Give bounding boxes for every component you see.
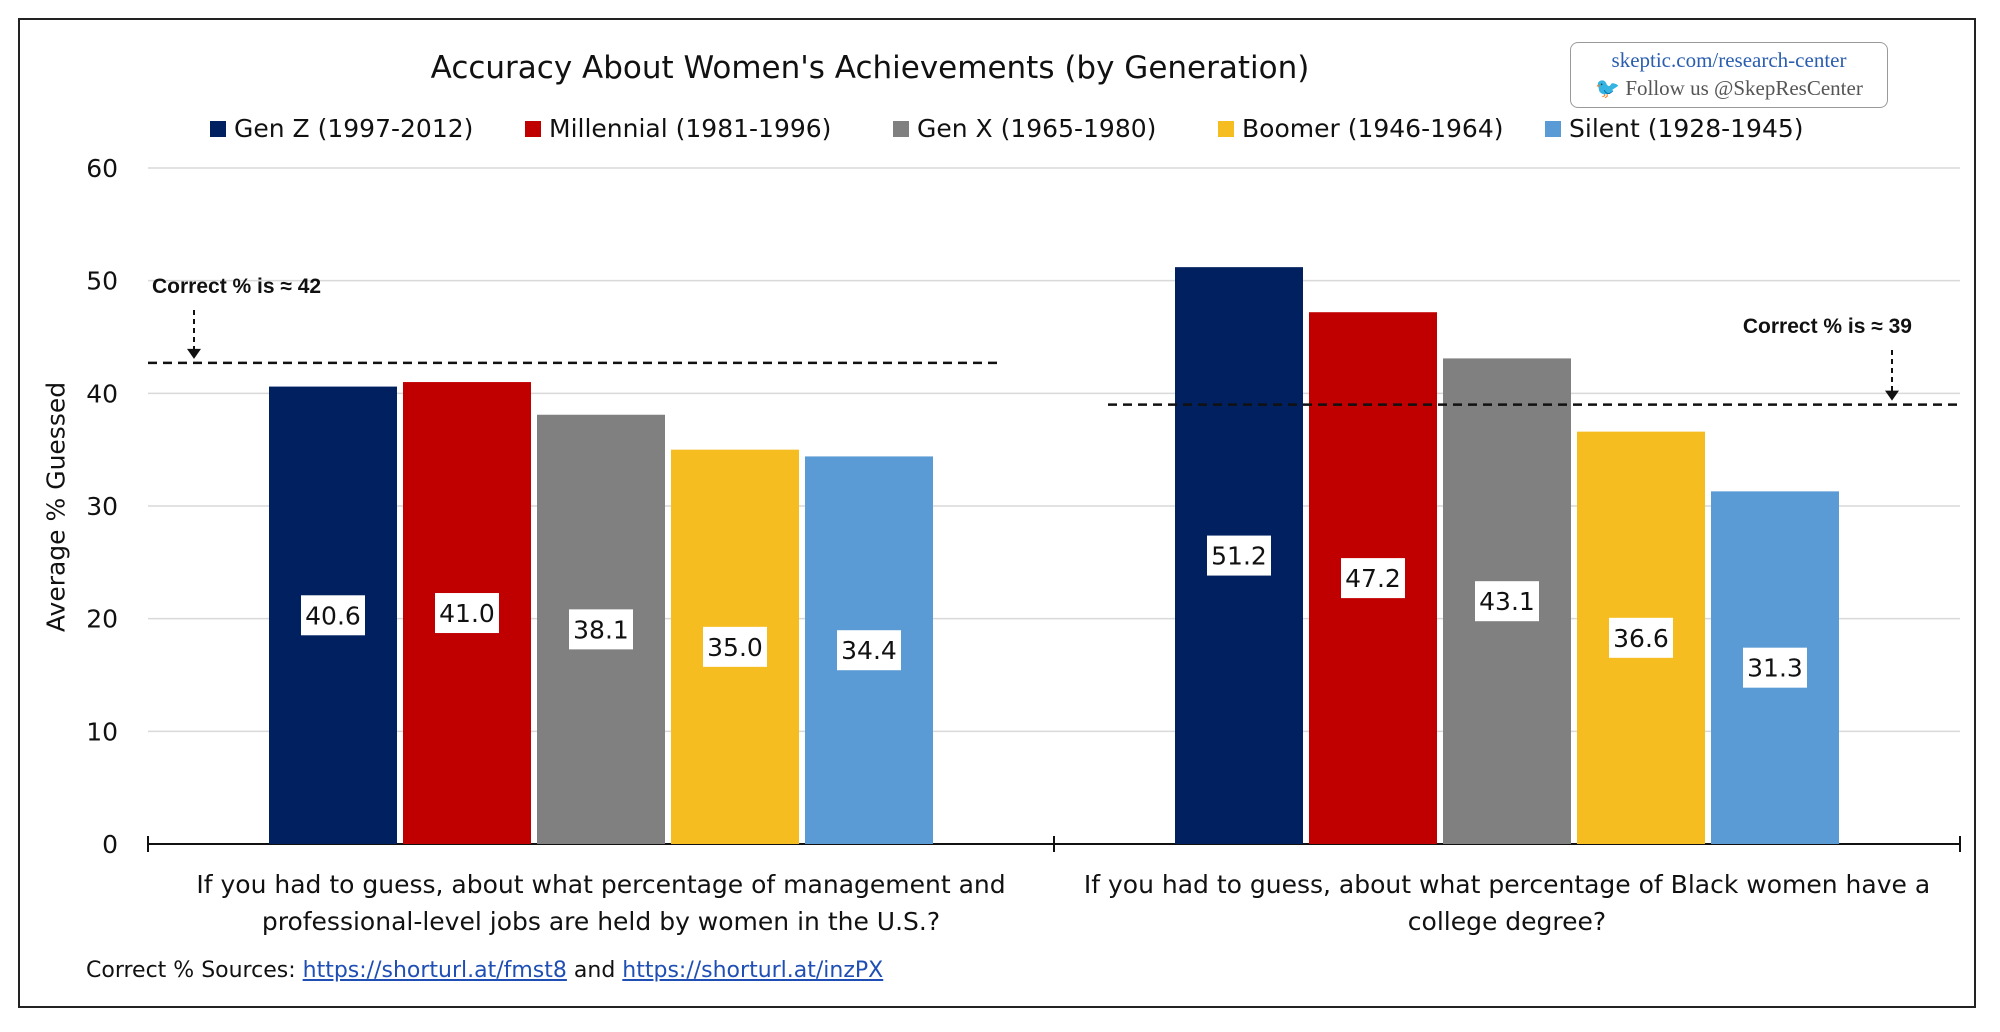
legend-label: Millennial (1981-1996): [549, 114, 832, 143]
badge-follow-row[interactable]: 🐦 Follow us @SkepResCenter: [1571, 74, 1887, 103]
data-label: 35.0: [707, 633, 763, 662]
data-label-box: [1743, 647, 1807, 688]
data-label-box: [703, 626, 767, 667]
source-link-2[interactable]: https://shorturl.at/inzPX: [622, 958, 884, 983]
data-label: 34.4: [841, 636, 897, 665]
reference-arrowhead: [187, 348, 201, 359]
y-tick-label: 0: [102, 830, 118, 859]
data-label-box: [1207, 535, 1271, 576]
y-tick-label: 40: [86, 379, 118, 408]
data-label: 51.2: [1211, 542, 1267, 571]
reference-arrowhead: [1885, 390, 1899, 401]
legend-swatch: [210, 121, 226, 137]
data-label: 40.6: [305, 601, 361, 630]
legend-label: Boomer (1946-1964): [1242, 114, 1504, 143]
legend-label: Gen X (1965-1980): [917, 114, 1157, 143]
data-label-box: [1609, 617, 1673, 658]
data-label-box: [1341, 558, 1405, 599]
source-link-1[interactable]: https://shorturl.at/fmst8: [302, 958, 567, 983]
legend-swatch: [893, 121, 909, 137]
data-label: 43.1: [1479, 587, 1535, 616]
legend-swatch: [1545, 121, 1561, 137]
data-label-box: [435, 593, 499, 634]
legend-label: Gen Z (1997-2012): [234, 114, 474, 143]
y-tick-label: 10: [86, 717, 118, 746]
legend-item: Boomer (1946-1964): [1218, 114, 1503, 143]
legend-item: Silent (1928-1945): [1545, 114, 1804, 143]
chart-frame: [18, 18, 1976, 1008]
sources-line: Correct % Sources: https://shorturl.at/f…: [86, 958, 883, 983]
data-label-box: [1475, 581, 1539, 622]
badge-site-link[interactable]: skeptic.com/research-center: [1611, 48, 1847, 72]
y-tick-label: 20: [86, 605, 118, 634]
data-label: 41.0: [439, 599, 495, 628]
badge-follow-text: Follow us @SkepResCenter: [1625, 76, 1863, 100]
chart-title: Accuracy About Women's Achievements (by …: [430, 50, 1310, 86]
legend-item: Gen Z (1997-2012): [210, 114, 473, 143]
category-label-line: If you had to guess, about what percenta…: [1084, 870, 1930, 899]
data-label-box: [837, 630, 901, 671]
category-label-line: If you had to guess, about what percenta…: [196, 870, 1005, 899]
reference-label: Correct % is ≈ 39: [1743, 315, 1912, 338]
y-tick-label: 60: [86, 154, 118, 183]
legend-item: Millennial (1981-1996): [525, 114, 831, 143]
category-label-line: professional-level jobs are held by wome…: [262, 907, 940, 936]
y-tick-label: 30: [86, 492, 118, 521]
chart-legend: Gen Z (1997-2012) Millennial (1981-1996) G…: [0, 114, 2000, 148]
y-tick-label: 50: [86, 267, 118, 296]
data-label-box: [569, 609, 633, 650]
legend-item: Gen X (1965-1980): [893, 114, 1156, 143]
category-label-line: college degree?: [1408, 907, 1606, 936]
legend-swatch: [525, 121, 541, 137]
data-label-box: [301, 595, 365, 636]
data-label: 31.3: [1747, 654, 1803, 683]
category-label: If you had to guess, about what percenta…: [196, 870, 1005, 936]
data-label: 36.6: [1613, 624, 1669, 653]
twitter-bird-icon: 🐦: [1595, 78, 1621, 100]
data-label: 47.2: [1345, 564, 1401, 593]
data-label: 38.1: [573, 615, 629, 644]
sources-label: Correct % Sources:: [86, 958, 296, 983]
legend-swatch: [1218, 121, 1234, 137]
legend-label: Silent (1928-1945): [1569, 114, 1804, 143]
reference-label: Correct % is ≈ 42: [152, 275, 321, 298]
category-label: If you had to guess, about what percenta…: [1084, 870, 1930, 936]
sources-and: and: [573, 958, 616, 983]
social-badge[interactable]: skeptic.com/research-center 🐦 Follow us …: [1570, 42, 1888, 108]
